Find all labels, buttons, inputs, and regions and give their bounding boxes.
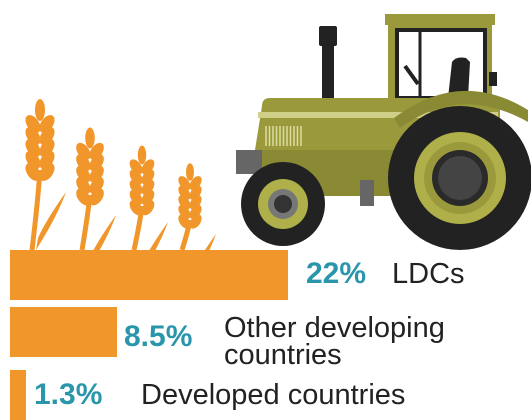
wheat-stalk: [25, 99, 66, 251]
value-label-other-developing: 8.5%: [124, 320, 193, 353]
value-label-ldcs: 22%: [306, 257, 367, 290]
category-label-developed: Developed countries: [141, 379, 406, 411]
bar-other-developing: [10, 307, 118, 357]
category-label-other-developing-line1: Other developing: [224, 312, 445, 344]
category-label-other-developing-line2: countries: [224, 339, 342, 371]
wheat-stalk: [129, 145, 168, 280]
value-label-developed: 1.3%: [34, 378, 103, 411]
bar-row-ldcs: [10, 250, 288, 300]
wheat-stalks-icon: [25, 99, 216, 292]
tractor-icon: [236, 14, 531, 250]
bar-row-developed: [10, 370, 27, 420]
bar-developed: [10, 370, 27, 420]
bar-row-other-developing: [10, 307, 118, 357]
category-label-ldcs: LDCs: [392, 258, 465, 290]
bar-ldcs: [10, 250, 288, 300]
wheat-stalk: [76, 127, 116, 273]
